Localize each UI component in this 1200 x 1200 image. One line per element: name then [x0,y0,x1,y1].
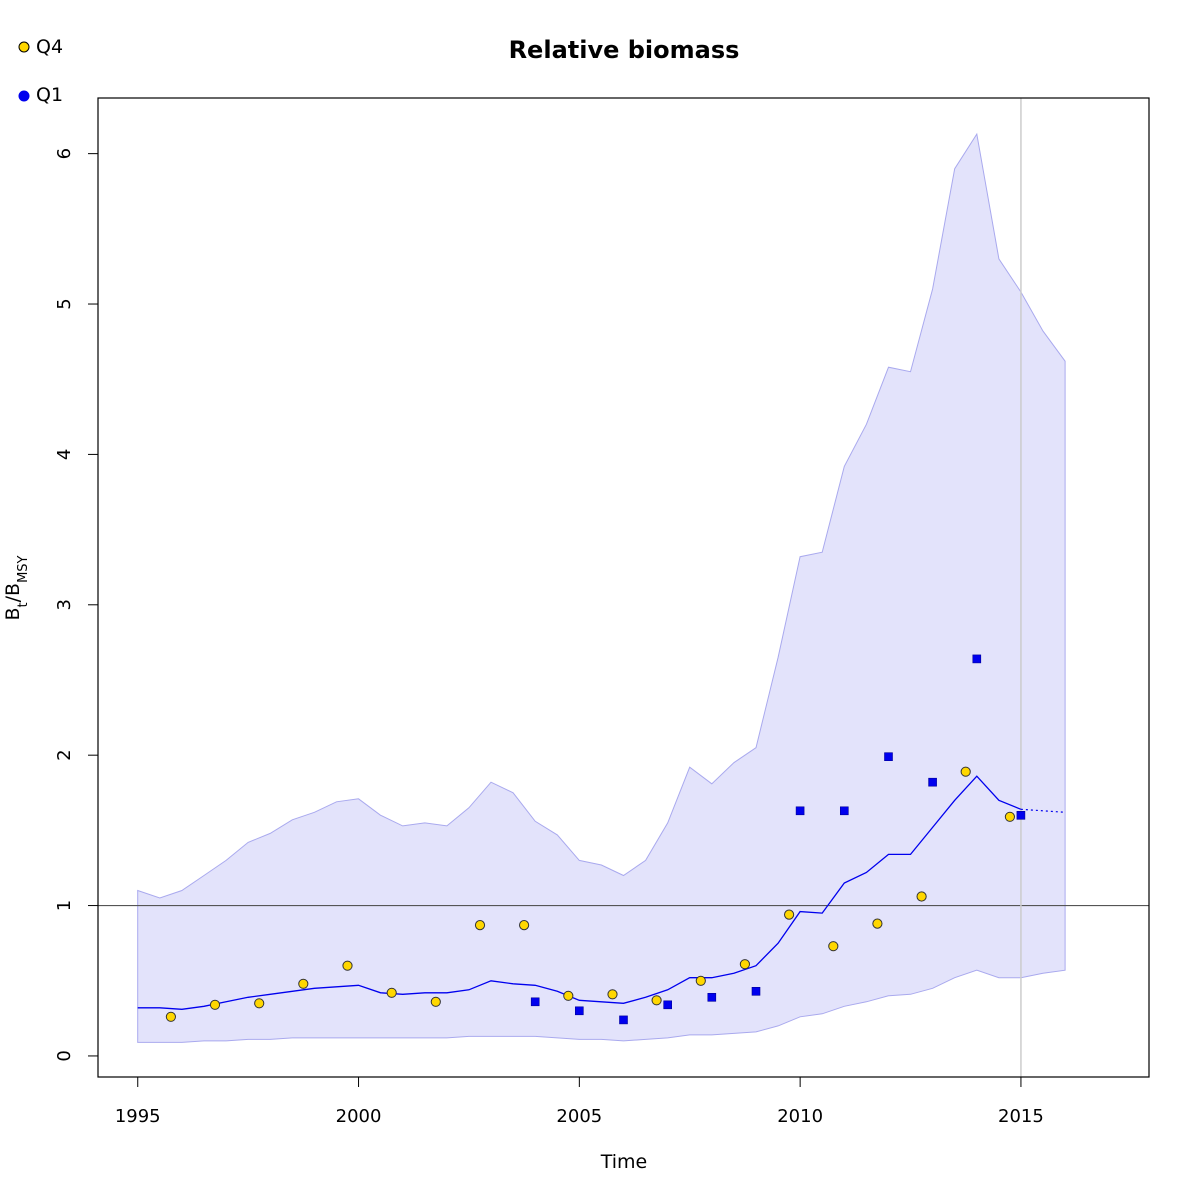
y-axis-title-sub1: t [16,602,31,607]
x-tick-label: 2015 [998,1106,1044,1127]
y-tick-label: 1 [54,900,75,911]
q4-point [519,920,530,931]
q4-point [739,959,751,970]
q1-point [707,992,717,1002]
q4-point [695,975,706,986]
q4-point [474,920,486,931]
projection-line [1020,808,1066,813]
q4-point [1004,811,1016,822]
legend-q4-label: Q4 [36,36,63,58]
legend: Q4 Q1 [18,36,63,106]
q4-point [960,766,971,777]
plot-area [98,98,1149,1077]
q1-point [1016,810,1026,820]
axes: 1995 2000 2005 2010 2015 0 1 2 3 4 5 6 [54,148,1044,1127]
q4-point [165,1011,176,1022]
x-tick-label: 2005 [556,1106,602,1127]
q4-point [386,987,397,998]
y-tick-label: 3 [54,599,75,610]
q4-point [254,998,265,1009]
q4-point [607,989,618,1000]
y-axis-title-sub2: MSY [16,555,31,582]
y-tick-label: 5 [54,298,75,309]
q1-point [619,1015,628,1025]
legend-q1-marker [18,90,30,102]
q4-point [651,995,662,1006]
q1-point [928,777,937,787]
q1-point [972,654,982,664]
y-tick-label: 6 [54,148,75,159]
q4-point [342,960,353,971]
y-axis-title-main: B [2,607,24,620]
median-line [137,775,1022,1010]
y-tick-label: 4 [54,449,75,460]
q4-point [209,999,221,1010]
confidence-band [137,132,1066,1043]
q1-point [530,997,540,1007]
x-tick-label: 2010 [777,1106,823,1127]
y-tick-label: 2 [54,749,75,760]
q1-point [751,986,761,996]
q4-point [298,978,309,989]
q1-point [663,1000,673,1010]
chart-title: Relative biomass [509,36,740,64]
legend-q4-marker [18,41,30,53]
legend-q1-label: Q1 [36,84,63,106]
q4-point [828,941,839,952]
q1-point [884,752,893,762]
x-axis-title: Time [600,1151,648,1173]
q4-point [916,891,927,902]
q4-point [430,996,441,1007]
q1-point [574,1006,584,1016]
q4-point [784,909,795,920]
q1-point [839,806,849,816]
q4-point [872,918,883,929]
q4-point [563,990,574,1001]
y-axis-title: Bt/BMSY [2,555,31,620]
q1-point [795,806,805,816]
x-tick-label: 2000 [336,1106,382,1127]
y-tick-label: 0 [54,1050,75,1061]
x-tick-label: 1995 [115,1106,161,1127]
y-axis-title-slash: /B [2,583,24,602]
